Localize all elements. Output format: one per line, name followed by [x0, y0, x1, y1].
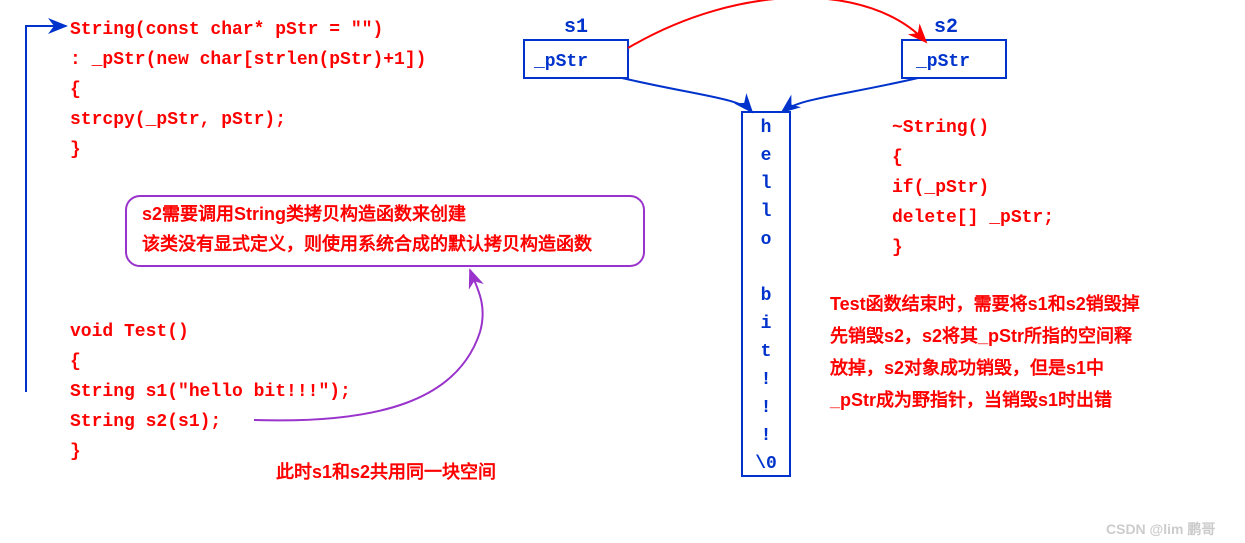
bottom-note: 此时s1和s2共用同一块空间 [276, 461, 496, 482]
memory-cell: t [761, 342, 772, 362]
memory-cell: e [761, 146, 772, 166]
code-destructor-line: delete[] _pStr; [892, 208, 1054, 228]
code-test-line: } [70, 442, 81, 462]
right-note-line: _pStr成为野指针，当销毁s1时出错 [829, 389, 1112, 410]
code-destructor-line: } [892, 238, 903, 258]
code-test-line: String s2(s1); [70, 412, 221, 432]
s1-label: s1 [564, 16, 588, 39]
s1-text: _pStr [533, 52, 588, 72]
memory-cell: b [761, 286, 772, 306]
memory-cell: l [761, 174, 772, 194]
memory-cell: o [761, 230, 772, 250]
memory-cell: i [761, 314, 772, 334]
memory-cell: h [761, 118, 772, 138]
code-destructor-line: if(_pStr) [892, 178, 989, 198]
code-constructor-line: } [70, 140, 81, 160]
code-constructor-line: : _pStr(new char[strlen(pStr)+1]) [70, 50, 426, 70]
memory-cell: ! [761, 398, 772, 418]
memory-cell: ! [761, 426, 772, 446]
s2-label: s2 [934, 16, 958, 39]
code-constructor-line: { [70, 80, 81, 100]
right-note-line: 先销毁s2，s2将其_pStr所指的空间释 [830, 325, 1133, 346]
callout-text: 该类没有显式定义，则使用系统合成的默认拷贝构造函数 [142, 233, 593, 254]
callout-text: s2需要调用String类拷贝构造函数来创建 [142, 203, 466, 224]
memory-cell: \0 [755, 454, 777, 474]
watermark: CSDN @lim 鹏哥 [1106, 521, 1215, 537]
right-note-line: 放掉，s2对象成功销毁，但是s1中 [829, 357, 1104, 378]
canvas-bg [0, 0, 1245, 543]
s2-text: _pStr [915, 52, 970, 72]
right-note-line: Test函数结束时，需要将s1和s2销毁掉 [830, 293, 1140, 314]
code-constructor-line: strcpy(_pStr, pStr); [70, 110, 286, 130]
memory-cell: l [761, 202, 772, 222]
code-destructor-line: { [892, 148, 903, 168]
code-test-line: String s1("hello bit!!!"); [70, 382, 351, 402]
code-test-line: void Test() [70, 322, 189, 342]
code-constructor-line: String(const char* pStr = "") [70, 20, 383, 40]
memory-cell: ! [761, 370, 772, 390]
code-destructor-line: ~String() [892, 118, 989, 138]
code-test-line: { [70, 352, 81, 372]
